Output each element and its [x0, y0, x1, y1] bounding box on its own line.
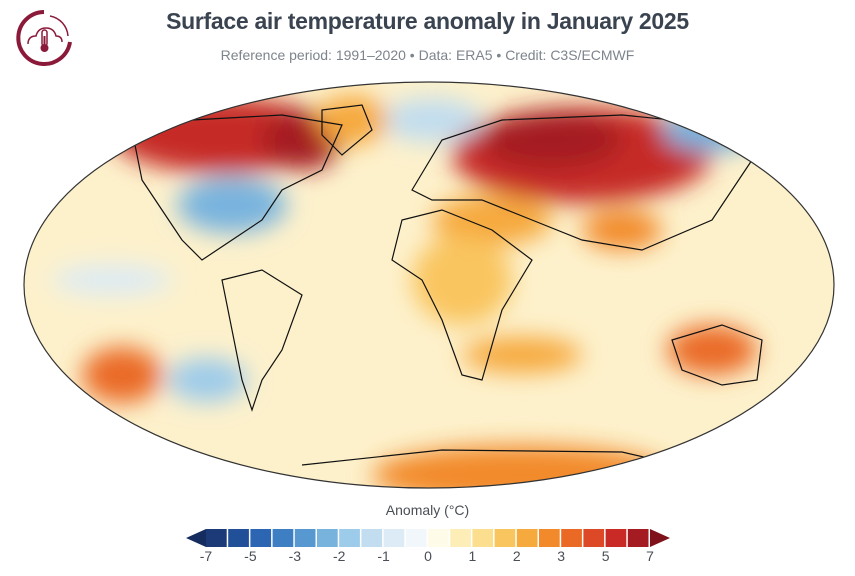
colorbar-segment	[228, 529, 249, 547]
colorbar-tick-label: -7	[199, 548, 213, 564]
colorbar-segment	[583, 529, 605, 547]
anomaly-africa	[412, 235, 512, 325]
anomaly-siberia-core	[482, 112, 622, 168]
colorbar	[186, 529, 670, 547]
colorbar-tick-label: 7	[646, 548, 654, 564]
anomaly-usa-cold	[177, 177, 287, 233]
page-title: Surface air temperature anomaly in Janua…	[166, 8, 689, 34]
colorbar-segment	[428, 529, 449, 547]
cloud-thermometer-icon	[16, 10, 72, 66]
colorbar-segment	[339, 529, 360, 547]
colorbar-tick-label: -3	[288, 548, 302, 564]
anomaly-middle-east	[432, 195, 552, 245]
colorbar-segment	[272, 529, 294, 547]
colorbar-segment	[561, 529, 582, 547]
colorbar-tick-label: 0	[424, 548, 432, 564]
colorbar-segment	[250, 529, 272, 547]
colorbar-segment	[494, 529, 516, 547]
colorbar-segment	[294, 529, 316, 547]
colorbar-tick-label: -2	[332, 548, 346, 564]
anomaly-south-pacific-cold	[167, 358, 247, 402]
anomaly-south-atlantic	[462, 337, 582, 373]
colorbar-segment	[206, 529, 227, 547]
anomaly-china	[582, 210, 662, 250]
colorbar-segment	[405, 529, 427, 547]
colorbar-tick-label: -5	[244, 548, 257, 564]
colorbar-tick-label: 5	[601, 548, 610, 564]
anomaly-pacific-equatorial	[52, 265, 172, 295]
anomaly-europe-cold	[382, 98, 482, 142]
colorbar-segment	[450, 529, 471, 547]
page-subtitle: Reference period: 1991–2020 • Data: ERA5…	[220, 47, 635, 63]
anomaly-greenland	[317, 95, 387, 145]
colorbar-segment	[605, 529, 627, 547]
colorbar-tick-label: 3	[557, 548, 566, 564]
temperature-anomaly-map	[23, 81, 835, 489]
anomaly-east-siberia-cold	[662, 108, 762, 152]
colorbar-under-arrow	[186, 529, 206, 547]
colorbar-over-arrow	[650, 529, 670, 547]
anomaly-australia	[667, 325, 757, 375]
colorbar-segment	[383, 529, 405, 547]
colorbar-segment	[539, 529, 560, 547]
colorbar-tick-label: -1	[377, 548, 390, 564]
colorbar-segment	[627, 529, 649, 547]
colorbar-tick-label: 1	[468, 548, 477, 564]
map-border	[23, 81, 835, 489]
colorbar-segment	[472, 529, 494, 547]
anomaly-antarctica	[372, 445, 672, 488]
colorbar-segment	[317, 529, 338, 547]
anomaly-south-pacific-warm	[82, 347, 162, 403]
colorbar-label: Anomaly (°C)	[385, 502, 470, 518]
colorbar-segment	[516, 529, 538, 547]
colorbar-tick-label: 2	[512, 548, 521, 564]
colorbar-segment	[361, 529, 383, 547]
